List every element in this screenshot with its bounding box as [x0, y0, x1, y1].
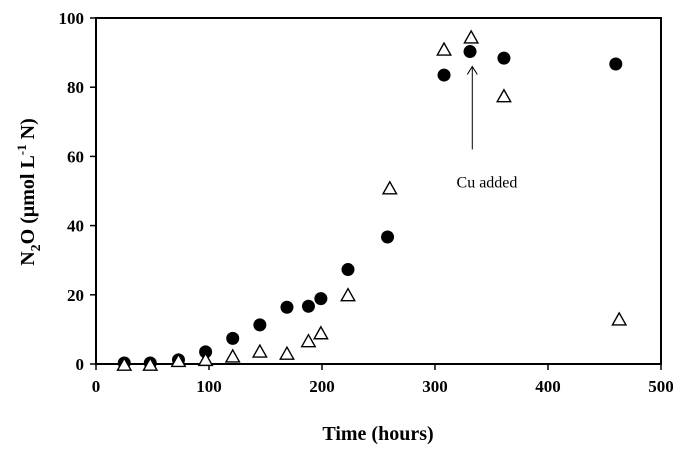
data-point-circle	[463, 45, 477, 59]
x-tick-label: 100	[196, 377, 222, 396]
y-axis-title-mid: O (μmol L	[17, 155, 39, 244]
y-axis-title-prefix: N	[17, 251, 39, 266]
data-point-triangle	[381, 180, 398, 195]
data-point-triangle	[340, 287, 356, 302]
y-tick-label: 40	[67, 217, 84, 236]
data-point-circle	[301, 299, 315, 313]
data-point-triangle	[436, 41, 452, 56]
series-1	[116, 29, 628, 371]
y-tick-label: 0	[76, 355, 85, 374]
data-point-triangle	[300, 333, 317, 348]
annotation-label: Cu added	[457, 175, 518, 192]
y-tick-label: 80	[67, 78, 84, 97]
data-point-triangle	[251, 343, 268, 358]
y-axis-title-superscript: -1	[14, 144, 29, 155]
plot-frame	[95, 17, 662, 365]
annotation-arrow-head	[466, 65, 478, 75]
y-axis-title-suffix: N)	[17, 118, 39, 144]
data-point-circle	[609, 57, 623, 71]
data-point-circle	[381, 230, 395, 244]
data-point-triangle	[495, 88, 512, 103]
x-tick-label: 400	[535, 377, 561, 396]
data-point-circle	[314, 292, 328, 306]
y-tick-label: 20	[67, 286, 84, 305]
data-point-triangle	[611, 311, 628, 326]
series-0	[117, 45, 623, 370]
x-axis-title: Time (hours)	[322, 423, 433, 444]
data-point-triangle	[197, 351, 214, 367]
data-point-triangle	[312, 325, 329, 340]
y-axis-title-subscript: 2	[29, 244, 44, 251]
data-point-circle	[280, 300, 294, 314]
data-point-triangle	[142, 356, 159, 371]
data-point-circle	[341, 263, 355, 277]
data-point-circle	[253, 318, 267, 332]
y-tick-label: 60	[67, 147, 84, 166]
x-tick-label: 200	[309, 377, 335, 396]
data-point-triangle	[463, 29, 480, 44]
y-tick-label: 100	[59, 9, 85, 28]
x-tick-label: 500	[648, 377, 674, 396]
data-point-triangle	[170, 352, 187, 368]
x-tick-label: 300	[422, 377, 448, 396]
data-point-circle	[199, 345, 213, 359]
data-point-circle	[437, 68, 451, 82]
data-point-circle	[497, 51, 511, 65]
data-point-triangle	[116, 356, 133, 371]
x-tick-label: 0	[92, 377, 101, 396]
y-axis-title: N2O (μmol L-1 N)	[14, 118, 44, 266]
data-point-triangle	[224, 348, 241, 363]
data-point-circle	[226, 331, 240, 345]
data-point-triangle	[279, 345, 295, 360]
